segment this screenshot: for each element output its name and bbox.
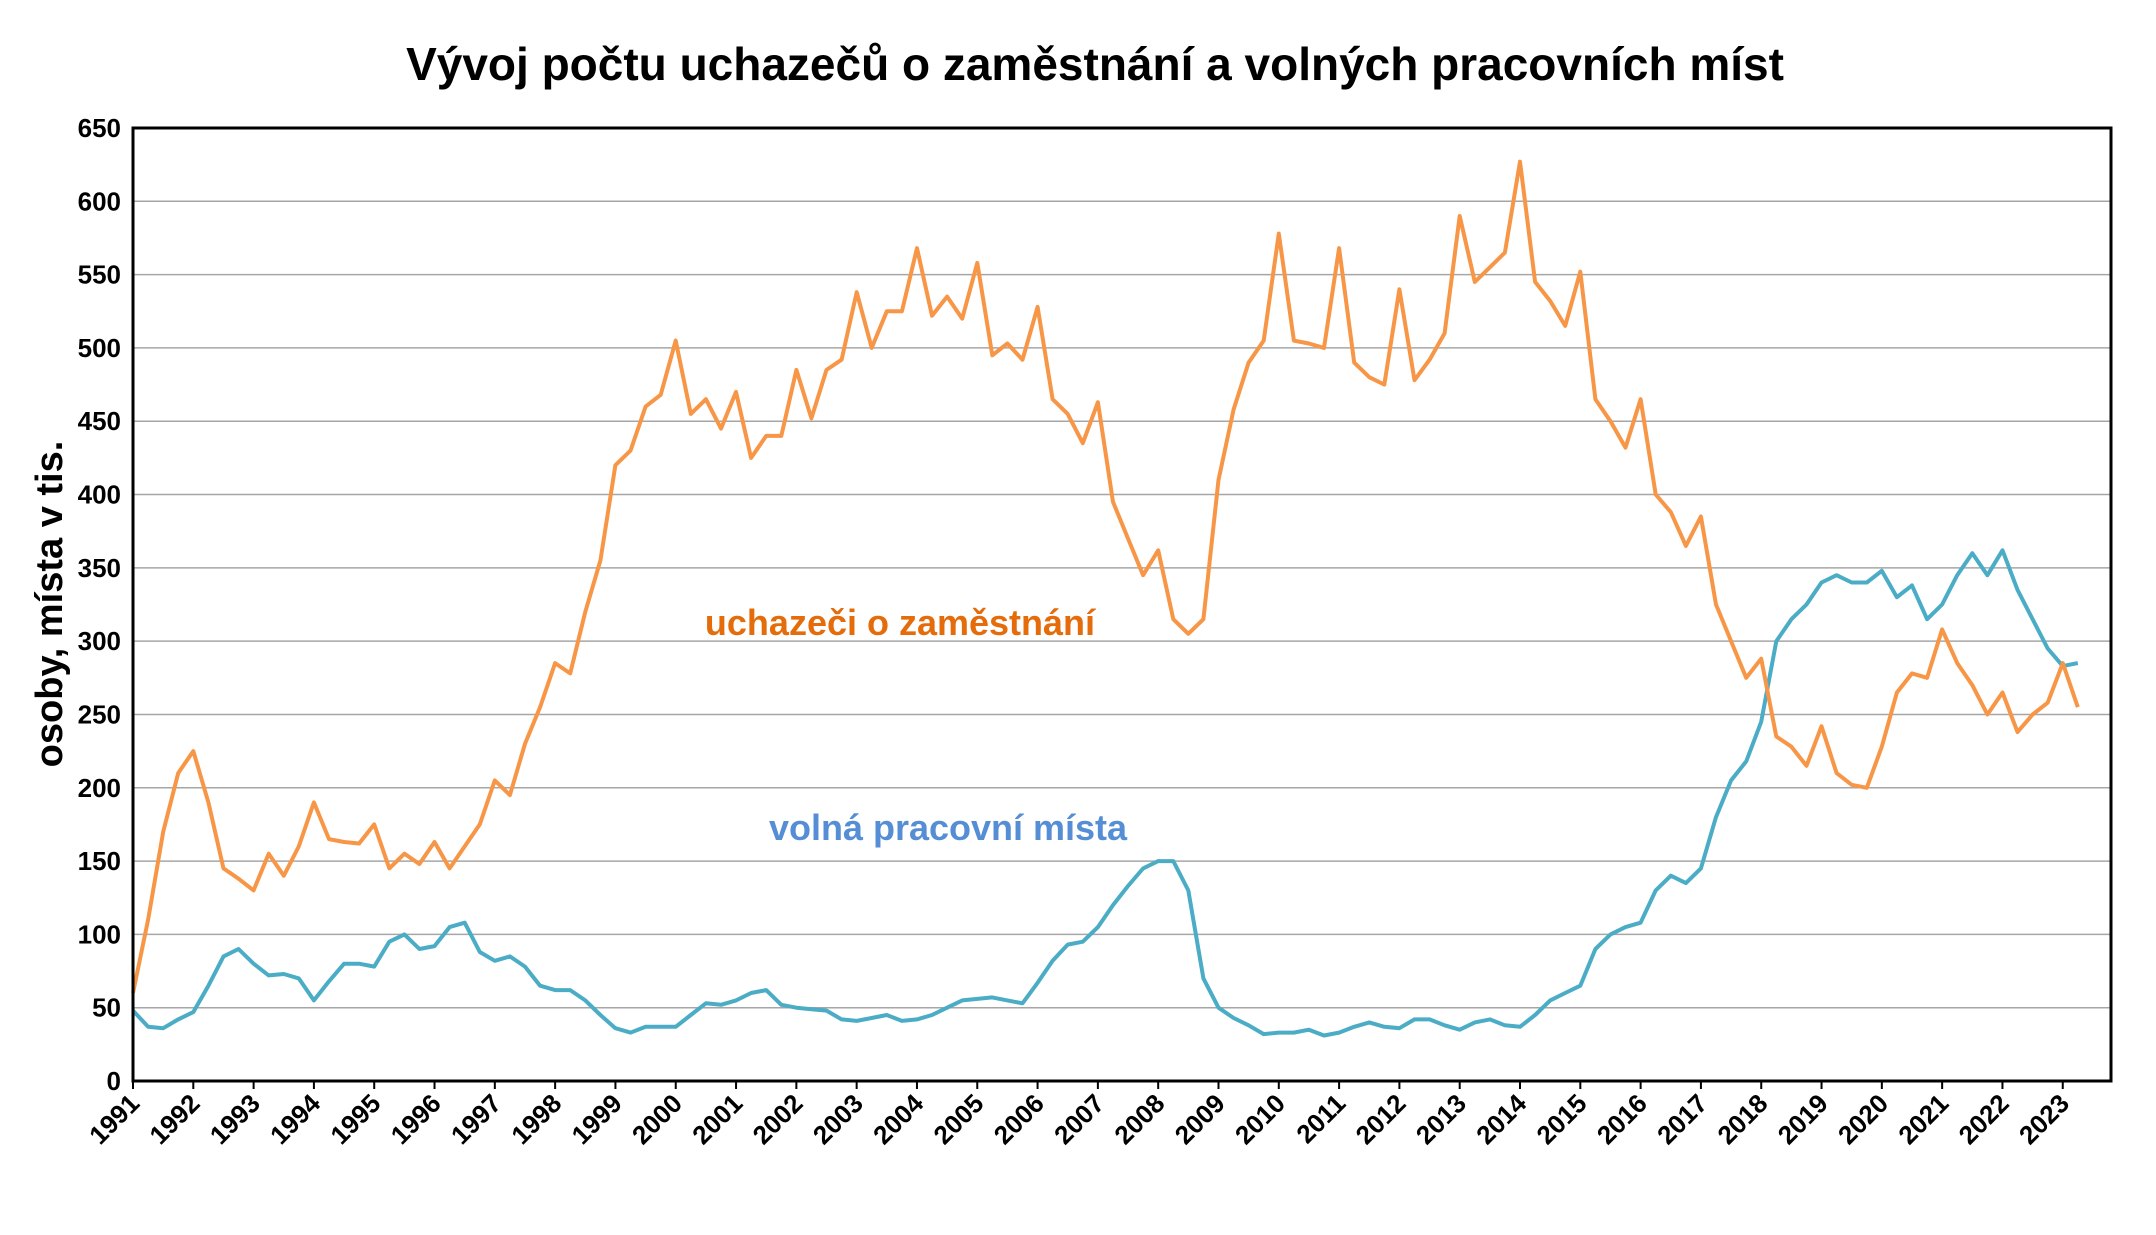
y-tick-label: 600: [78, 186, 121, 216]
plot-frame: [131, 126, 2113, 1083]
y-tick-label: 200: [78, 773, 121, 803]
y-tick-label: 550: [78, 260, 121, 290]
annotation: volná pracovní místa: [769, 807, 1128, 848]
y-tick-label: 450: [78, 406, 121, 436]
y-tick-label: 250: [78, 699, 121, 729]
x-tick-label: 1992: [143, 1088, 205, 1150]
x-tick-label: 1991: [83, 1088, 145, 1150]
x-tick-label: 2004: [867, 1088, 929, 1150]
chart-title: Vývoj počtu uchazečů o zaměstnání a voln…: [406, 38, 1784, 90]
x-tick-label: 2022: [1953, 1088, 2015, 1150]
x-tick-label: 1995: [324, 1088, 386, 1150]
y-axis-label: osoby, místa v tis.: [29, 441, 71, 768]
x-tick-label: 2003: [807, 1088, 869, 1150]
y-tick-label: 400: [78, 480, 121, 510]
x-tick-label: 2015: [1530, 1088, 1592, 1150]
x-tick-label: 1993: [204, 1088, 266, 1150]
x-tick-label: 1997: [445, 1088, 507, 1150]
y-tick-label: 500: [78, 333, 121, 363]
x-tick-label: 2013: [1410, 1088, 1472, 1150]
x-tick-label: 2006: [988, 1088, 1050, 1150]
x-tick-label: 2019: [1772, 1088, 1834, 1150]
x-tick-label: 2017: [1651, 1088, 1713, 1150]
x-tick-label: 2001: [686, 1088, 748, 1150]
x-tick-label: 2021: [1892, 1088, 1954, 1150]
x-tick-label: 1994: [264, 1088, 326, 1150]
x-tick-label: 2007: [1048, 1088, 1110, 1150]
x-tick-label: 2009: [1169, 1088, 1231, 1150]
x-tick-label: 2016: [1591, 1088, 1653, 1150]
y-tick-label: 350: [78, 553, 121, 583]
x-tick-label: 2020: [1832, 1088, 1894, 1150]
x-tick-label: 2018: [1711, 1088, 1773, 1150]
x-tick-label: 2023: [2013, 1088, 2075, 1150]
y-tick-label: 50: [92, 993, 121, 1023]
y-tick-label: 100: [78, 919, 121, 949]
y-tick-label: 150: [78, 846, 121, 876]
x-tick-label: 1996: [385, 1088, 447, 1150]
x-tick-label: 2010: [1229, 1088, 1291, 1150]
x-tick-label: 2014: [1470, 1088, 1532, 1150]
x-tick-label: 1999: [566, 1088, 628, 1150]
annotation: uchazeči o zaměstnání: [705, 602, 1096, 643]
x-tick-label: 2000: [626, 1088, 688, 1150]
series-line: [131, 159, 2080, 994]
x-tick-label: 2002: [746, 1088, 808, 1150]
x-tick-label: 1998: [505, 1088, 567, 1150]
x-tick-label: 2005: [927, 1088, 989, 1150]
series-line: [131, 548, 2079, 1038]
y-tick-label: 300: [78, 626, 121, 656]
y-tick-label: 0: [107, 1066, 121, 1096]
y-tick-label: 650: [78, 113, 121, 143]
x-tick-label: 2008: [1108, 1088, 1170, 1150]
x-tick-label: 2011: [1290, 1088, 1351, 1149]
x-tick-label: 2012: [1350, 1088, 1412, 1150]
